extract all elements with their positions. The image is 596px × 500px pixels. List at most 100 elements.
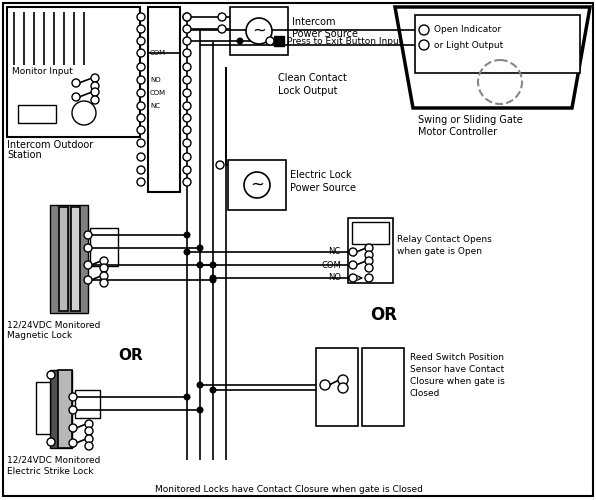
Circle shape	[137, 166, 145, 174]
Circle shape	[218, 13, 226, 21]
Circle shape	[419, 40, 429, 50]
Circle shape	[197, 382, 203, 388]
Circle shape	[183, 76, 191, 84]
Circle shape	[137, 102, 145, 110]
Circle shape	[183, 37, 191, 45]
Text: Station: Station	[7, 150, 42, 160]
Circle shape	[320, 380, 330, 390]
Circle shape	[338, 383, 348, 393]
Text: Open Indicator: Open Indicator	[434, 24, 501, 34]
Text: Reed Switch Position: Reed Switch Position	[410, 354, 504, 362]
Text: Closed: Closed	[410, 390, 440, 398]
Circle shape	[84, 244, 92, 252]
Circle shape	[84, 231, 92, 239]
Circle shape	[137, 63, 145, 71]
Text: 12/24VDC Monitored: 12/24VDC Monitored	[7, 320, 100, 330]
Circle shape	[183, 139, 191, 147]
Circle shape	[91, 96, 99, 104]
Circle shape	[91, 74, 99, 82]
Circle shape	[237, 38, 243, 44]
Circle shape	[85, 442, 93, 450]
Text: when gate is Open: when gate is Open	[397, 248, 482, 256]
Text: Electric Lock: Electric Lock	[290, 170, 352, 180]
Circle shape	[72, 101, 96, 125]
Circle shape	[137, 25, 145, 33]
Bar	[316, 348, 358, 426]
Circle shape	[349, 248, 357, 256]
Circle shape	[137, 13, 145, 21]
Text: ~: ~	[250, 176, 264, 194]
Bar	[348, 218, 393, 283]
Circle shape	[210, 387, 216, 393]
Bar	[75, 390, 100, 418]
Circle shape	[183, 178, 191, 186]
Bar	[71, 207, 80, 311]
Circle shape	[137, 49, 145, 57]
Circle shape	[338, 375, 348, 385]
Circle shape	[69, 393, 77, 401]
Circle shape	[100, 272, 108, 280]
Circle shape	[197, 245, 203, 251]
Circle shape	[137, 37, 145, 45]
Circle shape	[349, 261, 357, 269]
Circle shape	[137, 178, 145, 186]
Bar	[228, 160, 286, 210]
Text: Electric Strike Lock: Electric Strike Lock	[7, 466, 94, 475]
Text: Intercom Outdoor: Intercom Outdoor	[7, 140, 93, 150]
Circle shape	[210, 262, 216, 268]
Circle shape	[183, 13, 191, 21]
Circle shape	[91, 88, 99, 96]
Text: Intercom: Intercom	[292, 17, 336, 27]
Bar	[362, 348, 404, 426]
Circle shape	[183, 153, 191, 161]
Circle shape	[137, 114, 145, 122]
Circle shape	[85, 435, 93, 443]
Circle shape	[210, 277, 216, 283]
Text: Sensor have Contact: Sensor have Contact	[410, 366, 504, 374]
Bar	[230, 7, 288, 55]
Circle shape	[246, 18, 272, 44]
Circle shape	[183, 49, 191, 57]
Circle shape	[216, 161, 224, 169]
Text: Power Source: Power Source	[290, 183, 356, 193]
Circle shape	[365, 257, 373, 265]
Text: Lock Output: Lock Output	[278, 86, 337, 96]
Text: COM: COM	[322, 260, 342, 270]
Circle shape	[84, 261, 92, 269]
Circle shape	[72, 93, 80, 101]
Text: 12/24VDC Monitored: 12/24VDC Monitored	[7, 456, 100, 464]
Circle shape	[349, 274, 357, 282]
Circle shape	[47, 371, 55, 379]
Circle shape	[210, 275, 216, 281]
Circle shape	[47, 438, 55, 446]
Bar	[58, 370, 72, 448]
Circle shape	[184, 394, 190, 400]
Circle shape	[183, 126, 191, 134]
Bar	[274, 36, 284, 46]
Polygon shape	[395, 7, 590, 108]
Circle shape	[365, 244, 373, 252]
Text: Relay Contact Opens: Relay Contact Opens	[397, 236, 492, 244]
Text: ~: ~	[252, 22, 266, 40]
Circle shape	[183, 166, 191, 174]
Text: Press to Exit Button Input: Press to Exit Button Input	[287, 36, 402, 46]
Text: NO: NO	[150, 77, 161, 83]
Text: Monitor Input: Monitor Input	[12, 68, 73, 76]
Circle shape	[137, 139, 145, 147]
Circle shape	[183, 25, 191, 33]
Circle shape	[183, 102, 191, 110]
Bar	[50, 205, 88, 313]
Circle shape	[100, 279, 108, 287]
Circle shape	[137, 153, 145, 161]
Circle shape	[197, 262, 203, 268]
Circle shape	[91, 82, 99, 90]
Text: NC: NC	[328, 248, 340, 256]
Circle shape	[365, 264, 373, 272]
Text: Monitored Locks have Contact Closure when gate is Closed: Monitored Locks have Contact Closure whe…	[155, 484, 423, 494]
Circle shape	[100, 264, 108, 272]
Circle shape	[365, 274, 373, 282]
Text: NO: NO	[328, 274, 341, 282]
Text: NC: NC	[150, 103, 160, 109]
Circle shape	[137, 76, 145, 84]
Text: Magnetic Lock: Magnetic Lock	[7, 332, 72, 340]
